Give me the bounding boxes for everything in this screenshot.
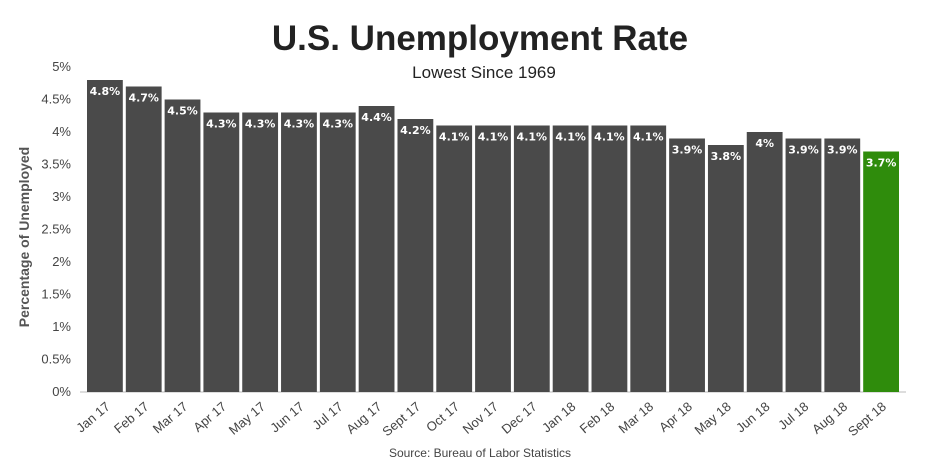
- bar: [630, 125, 667, 392]
- data-labels: 4.8% 4.7% 4.5% 4.3% 4.3% 4.3% 4.3% 4.4% 4.2% 4.1%…: [90, 85, 897, 170]
- x-tick-label: Jan 18: [539, 399, 579, 436]
- bar: [824, 138, 861, 392]
- bar-value-label: 3.7%: [866, 157, 897, 170]
- bar-value-label: 3.9%: [672, 144, 703, 157]
- bar: [785, 138, 822, 392]
- y-tick-label: 0%: [52, 384, 71, 399]
- x-tick-label: May 18: [691, 399, 733, 438]
- bar-value-label: 4.3%: [284, 118, 315, 131]
- bars: [87, 80, 899, 392]
- x-tick-label: Nov 17: [460, 399, 501, 437]
- x-tick-label: Dec 17: [499, 399, 540, 437]
- y-tick-label: 2.5%: [41, 222, 71, 237]
- bar: [436, 125, 473, 392]
- y-tick-label: 3%: [52, 189, 71, 204]
- x-tick-label: Mar 17: [150, 399, 191, 437]
- y-tick-label: 3.5%: [41, 157, 71, 172]
- bar: [397, 119, 434, 392]
- bar-value-label: 4.1%: [478, 131, 509, 144]
- bar-value-label: 3.9%: [827, 144, 858, 157]
- bar-value-label: 4.1%: [633, 131, 664, 144]
- bar: [87, 80, 123, 392]
- x-tick-label: Jan 17: [73, 399, 113, 436]
- bar: [319, 112, 356, 392]
- y-tick-label: 2%: [52, 254, 71, 269]
- bar: [707, 145, 744, 392]
- bar-value-label: 3.9%: [788, 144, 819, 157]
- x-tick-label: Aug 18: [809, 399, 850, 437]
- source-note: Source: Bureau of Labor Statistics: [389, 446, 571, 460]
- bar: [164, 99, 201, 392]
- bar-value-label: 4.1%: [517, 131, 548, 144]
- y-axis-label: Percentage of Unemployed: [16, 147, 32, 328]
- x-tick-label: Oct 17: [423, 399, 462, 435]
- x-tick-label: Jul 18: [775, 399, 811, 433]
- x-tick-label: Sept 17: [379, 399, 423, 439]
- y-tick-label: 0.5%: [41, 352, 71, 367]
- y-tick-label: 1.5%: [41, 287, 71, 302]
- x-tick-label: Aug 17: [343, 399, 384, 437]
- bar: [125, 86, 162, 392]
- x-tick-label: Jun 18: [733, 399, 773, 436]
- bar-value-label: 4.3%: [245, 118, 276, 131]
- bar: [669, 138, 705, 392]
- bar-value-label: 4.1%: [555, 131, 586, 144]
- bar-value-label: 4.2%: [400, 124, 431, 137]
- x-tick-label: Feb 18: [577, 399, 618, 437]
- x-tick-label: Sept 18: [845, 399, 889, 439]
- bar-value-label: 4%: [755, 137, 774, 150]
- x-tick-label: Jul 17: [309, 399, 345, 433]
- y-tick-label: 5%: [52, 59, 71, 74]
- bar-value-label: 4.1%: [439, 131, 470, 144]
- bar: [358, 106, 395, 392]
- bar-value-label: 4.3%: [206, 118, 237, 131]
- bar: [552, 125, 589, 392]
- x-tick-label: Feb 17: [111, 399, 152, 437]
- y-tick-label: 1%: [52, 319, 71, 334]
- x-tick-label: Jun 17: [267, 399, 307, 436]
- bar-value-label: 4.5%: [167, 105, 198, 118]
- bar-value-label: 4.4%: [361, 111, 392, 124]
- bar: [863, 151, 899, 392]
- bar: [203, 112, 240, 392]
- x-tick-label: May 17: [226, 399, 268, 438]
- bar: [242, 112, 279, 392]
- y-tick-label: 4.5%: [41, 92, 71, 107]
- bar-value-label: 4.1%: [594, 131, 625, 144]
- bar: [281, 112, 317, 392]
- bar: [746, 132, 783, 392]
- y-axis-ticks: 0% 0.5% 1% 1.5% 2% 2.5% 3% 3.5% 4% 4.5% 5%: [41, 59, 71, 399]
- chart-title: U.S. Unemployment Rate: [272, 19, 688, 58]
- bar-value-label: 3.8%: [711, 150, 742, 163]
- chart-subtitle: Lowest Since 1969: [412, 63, 556, 82]
- bar: [475, 125, 511, 392]
- bar-value-label: 4.7%: [128, 92, 159, 105]
- x-tick-label: Mar 18: [616, 399, 657, 437]
- bar-value-label: 4.8%: [90, 85, 121, 98]
- y-tick-label: 4%: [52, 124, 71, 139]
- x-tick-label: Apr 18: [656, 399, 695, 435]
- bar: [513, 125, 550, 392]
- bar: [591, 125, 628, 392]
- bar-value-label: 4.3%: [323, 118, 354, 131]
- x-tick-label: Apr 17: [190, 399, 229, 435]
